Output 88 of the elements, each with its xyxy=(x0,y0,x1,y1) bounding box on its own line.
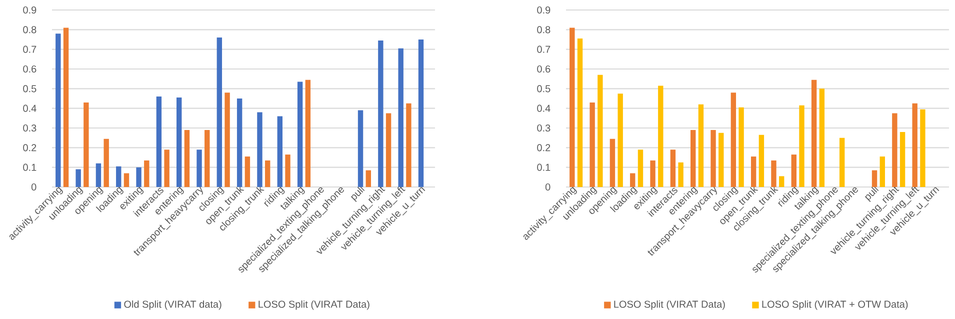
bar xyxy=(610,138,616,188)
bar xyxy=(738,107,744,188)
y-tick-label: 0.2 xyxy=(23,144,36,152)
y-tick-label: 0.4 xyxy=(23,104,36,112)
y-tick-label: 0.2 xyxy=(537,144,550,152)
y-tick-label: 0.3 xyxy=(537,124,550,132)
bar xyxy=(366,170,371,188)
bar xyxy=(84,102,89,188)
bar xyxy=(710,130,716,188)
bar xyxy=(811,80,817,188)
bar xyxy=(920,109,926,188)
bar xyxy=(116,166,122,188)
bar xyxy=(698,104,704,188)
y-tick-label: 0.3 xyxy=(23,124,36,132)
bar xyxy=(750,156,756,188)
bar xyxy=(156,96,162,188)
bar xyxy=(758,134,764,188)
bar xyxy=(839,138,845,188)
y-tick-label: 0.9 xyxy=(23,6,36,14)
y-tick-label: 0.1 xyxy=(537,164,550,171)
bar xyxy=(658,86,664,188)
bar xyxy=(184,130,190,188)
bar xyxy=(244,156,250,188)
bar xyxy=(56,34,61,188)
bar xyxy=(892,113,898,188)
bar xyxy=(204,130,210,188)
bar xyxy=(136,167,142,188)
bar xyxy=(358,110,364,188)
bar xyxy=(216,38,222,188)
bar xyxy=(872,170,878,188)
bar xyxy=(880,156,885,188)
bar xyxy=(285,154,290,188)
bar xyxy=(791,154,796,188)
y-tick-label: 0.6 xyxy=(537,65,550,73)
bar xyxy=(96,163,102,188)
legend-label: LOSO Split (VIRAT Data) xyxy=(614,300,725,310)
bar xyxy=(778,176,784,188)
bar xyxy=(406,103,412,188)
bar xyxy=(63,28,69,188)
bar xyxy=(618,94,623,188)
bar xyxy=(265,160,270,188)
bar xyxy=(819,88,825,188)
bar xyxy=(598,74,603,188)
bar xyxy=(236,98,242,188)
bar xyxy=(418,40,424,188)
bar xyxy=(638,150,644,188)
legend-label: LOSO Split (VIRAT Data) xyxy=(258,300,370,310)
y-tick-label: 0.7 xyxy=(537,46,550,53)
y-tick-label: 0.1 xyxy=(23,164,36,171)
bar xyxy=(76,169,81,188)
legend-label: LOSO Split (VIRAT + OTW Data) xyxy=(762,300,908,310)
bar xyxy=(124,173,130,188)
bar xyxy=(678,162,684,188)
y-tick-label: 0.8 xyxy=(537,26,550,34)
y-tick-label: 0.9 xyxy=(537,6,550,14)
bar xyxy=(590,102,595,188)
bar xyxy=(912,103,918,188)
y-tick-label: 0.4 xyxy=(537,104,550,112)
bar xyxy=(297,82,303,188)
y-tick-label: 0.7 xyxy=(23,46,36,53)
bar xyxy=(900,132,906,188)
bar xyxy=(144,160,150,188)
bar xyxy=(577,38,583,188)
y-tick-label: 0.8 xyxy=(23,26,36,34)
bar xyxy=(305,80,311,188)
bar xyxy=(196,150,202,188)
bar xyxy=(224,92,230,188)
bar xyxy=(690,130,696,188)
bar xyxy=(730,92,736,188)
bar xyxy=(650,160,656,188)
bar xyxy=(718,132,724,188)
legend-label: Old Split (VIRAT data) xyxy=(124,300,222,310)
bar xyxy=(386,113,392,188)
y-tick-label: 0.5 xyxy=(537,85,550,92)
bar xyxy=(670,150,676,188)
bar xyxy=(799,105,804,188)
bar xyxy=(277,116,282,188)
bar xyxy=(398,48,404,188)
y-tick-label: 0.6 xyxy=(23,65,36,73)
bar xyxy=(104,138,109,188)
bar xyxy=(630,173,636,188)
bar xyxy=(570,28,575,188)
bar xyxy=(378,40,384,188)
bar xyxy=(771,160,776,188)
bar xyxy=(176,98,182,188)
bar xyxy=(257,112,262,188)
y-tick-label: 0.5 xyxy=(23,85,36,92)
bar xyxy=(164,150,170,188)
